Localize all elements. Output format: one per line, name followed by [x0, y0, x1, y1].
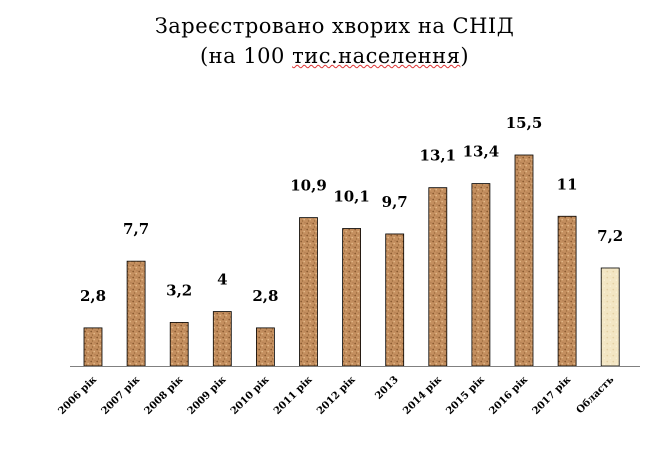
x-tick-label-13: Область — [575, 374, 617, 416]
title-suffix: ) — [460, 44, 470, 68]
bar-4 — [212, 311, 232, 367]
x-tick-label-2: 2007 рік — [100, 374, 143, 417]
data-label-13: 7,2 — [597, 227, 623, 245]
x-tick-label-5: 2010 рік — [229, 374, 272, 417]
data-label-4: 4 — [217, 271, 227, 289]
data-label-2: 7,7 — [123, 220, 149, 238]
bar-11 — [514, 154, 534, 367]
data-label-3: 3,2 — [166, 281, 192, 299]
bar-9 — [428, 187, 448, 367]
data-label-12: 11 — [557, 175, 578, 193]
data-label-7: 10,1 — [333, 188, 370, 206]
bar-7 — [342, 228, 362, 367]
data-label-10: 13,4 — [463, 143, 500, 161]
data-label-8: 9,7 — [382, 193, 408, 211]
bar-1 — [83, 327, 103, 367]
x-tick-label-12: 2017 рік — [531, 374, 574, 417]
data-label-9: 13,1 — [420, 147, 457, 165]
bar-3 — [169, 322, 189, 367]
data-label-6: 10,9 — [290, 177, 327, 195]
data-label-1: 2,8 — [80, 287, 106, 305]
data-label-11: 15,5 — [506, 114, 543, 132]
x-tick-label-11: 2016 рік — [487, 374, 530, 417]
x-tick-label-7: 2012 рік — [315, 374, 358, 417]
data-label-5: 2,8 — [252, 287, 278, 305]
chart-title-line2: (на 100 тис.населення) — [0, 44, 669, 68]
x-tick-label-8: 2013 — [373, 374, 400, 401]
chart-title-line1: Зареєстровано хворих на СНІД — [154, 14, 515, 38]
bar-2 — [126, 260, 146, 367]
x-tick-label-6: 2011 рік — [272, 374, 315, 417]
bar-12 — [557, 215, 577, 367]
bar-8 — [385, 233, 405, 367]
x-tick-label-3: 2008 рік — [143, 374, 186, 417]
bar-13 — [600, 267, 620, 367]
x-tick-label-9: 2014 рік — [401, 374, 444, 417]
bar-6 — [299, 217, 318, 367]
x-tick-label-4: 2009 рік — [186, 374, 229, 417]
x-tick-label-1: 2006 рік — [56, 374, 99, 417]
x-tick-label-10: 2015 рік — [444, 374, 487, 417]
title-prefix: (на 100 — [199, 44, 293, 68]
bar-5 — [255, 327, 275, 367]
title-underlined: тис.населення — [292, 44, 461, 68]
bar-10 — [471, 183, 491, 367]
